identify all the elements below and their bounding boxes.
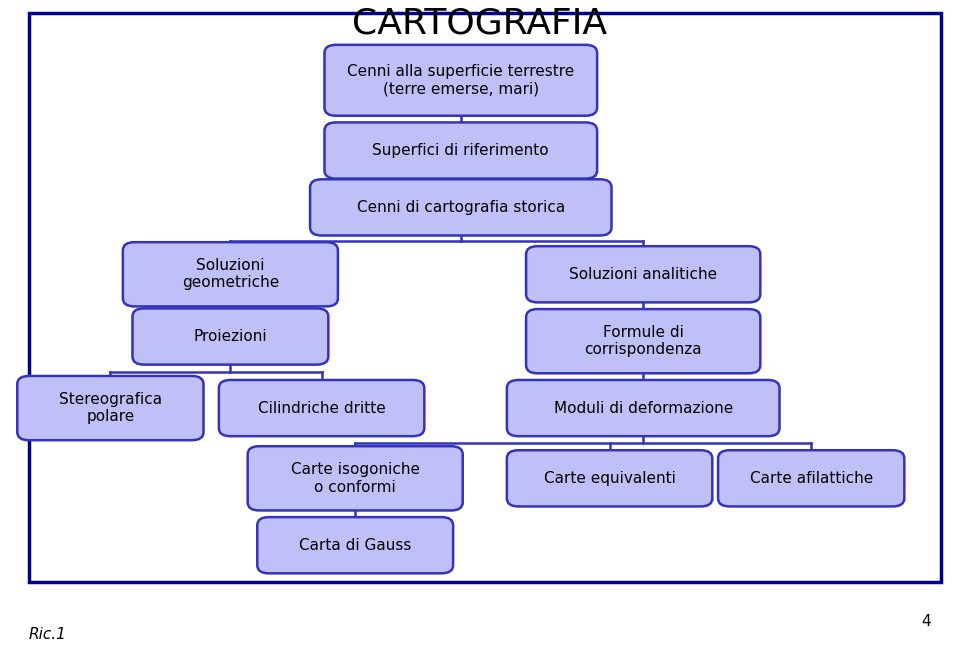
Text: Proiezioni: Proiezioni xyxy=(194,329,267,344)
Text: Superfici di riferimento: Superfici di riferimento xyxy=(372,143,549,158)
FancyBboxPatch shape xyxy=(132,308,328,365)
Text: Stereografica
polare: Stereografica polare xyxy=(59,392,162,424)
FancyBboxPatch shape xyxy=(324,45,597,116)
Text: Formule di
corrispondenza: Formule di corrispondenza xyxy=(585,325,702,357)
Text: Cenni di cartografia storica: Cenni di cartografia storica xyxy=(357,200,564,215)
Text: Carte isogoniche
o conformi: Carte isogoniche o conformi xyxy=(291,462,420,494)
Text: Moduli di deformazione: Moduli di deformazione xyxy=(554,401,732,415)
FancyBboxPatch shape xyxy=(248,446,463,510)
Text: Soluzioni analitiche: Soluzioni analitiche xyxy=(569,267,717,282)
FancyBboxPatch shape xyxy=(123,242,338,306)
Text: Carte afilattiche: Carte afilattiche xyxy=(750,471,873,486)
FancyBboxPatch shape xyxy=(310,179,612,235)
FancyBboxPatch shape xyxy=(507,450,712,506)
FancyBboxPatch shape xyxy=(257,517,453,573)
FancyBboxPatch shape xyxy=(17,376,204,440)
Text: CARTOGRAFIA: CARTOGRAFIA xyxy=(352,7,608,40)
FancyBboxPatch shape xyxy=(718,450,904,506)
Text: 4: 4 xyxy=(922,614,931,629)
FancyBboxPatch shape xyxy=(324,122,597,179)
Text: Ric.1: Ric.1 xyxy=(29,628,66,642)
FancyBboxPatch shape xyxy=(526,246,760,302)
FancyBboxPatch shape xyxy=(507,380,780,436)
FancyBboxPatch shape xyxy=(29,13,941,582)
FancyBboxPatch shape xyxy=(219,380,424,436)
Text: Cenni alla superficie terrestre
(terre emerse, mari): Cenni alla superficie terrestre (terre e… xyxy=(348,64,574,96)
Text: Carte equivalenti: Carte equivalenti xyxy=(543,471,676,486)
FancyBboxPatch shape xyxy=(526,309,760,373)
Text: Carta di Gauss: Carta di Gauss xyxy=(299,538,412,553)
Text: Soluzioni
geometriche: Soluzioni geometriche xyxy=(181,258,279,290)
Text: Cilindriche dritte: Cilindriche dritte xyxy=(257,401,386,415)
